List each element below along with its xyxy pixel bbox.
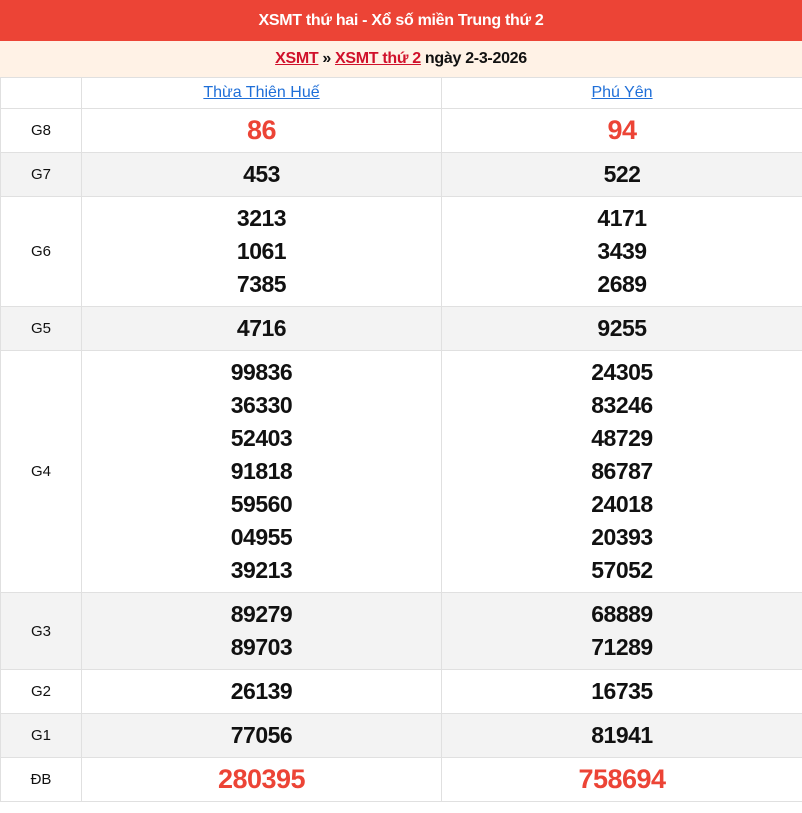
prize-number: 24018 xyxy=(591,491,653,517)
prize-number: 99836 xyxy=(230,359,293,385)
province-header-row: Thừa Thiên Huế Phú Yên xyxy=(0,77,802,109)
prize-number: 453 xyxy=(243,161,280,187)
prize-number: 86 xyxy=(246,115,277,145)
breadcrumb-link-xsmt-thu-2[interactable]: XSMT thứ 2 xyxy=(334,50,421,67)
prize-number: 7385 xyxy=(236,271,287,297)
prize-label: G3 xyxy=(0,592,82,670)
prize-row-g7: G7 453 522 xyxy=(0,152,802,197)
prize-cell: 453 xyxy=(81,152,442,197)
prize-number: 3213 xyxy=(236,205,287,231)
prize-cell: 68889 71289 xyxy=(441,592,802,670)
prize-row-đb: ĐB 280395 758694 xyxy=(0,757,802,802)
prize-number: 36330 xyxy=(230,392,293,418)
prize-row-g2: G2 26139 16735 xyxy=(0,669,802,714)
prize-number: 522 xyxy=(603,161,641,187)
prize-number: 24305 xyxy=(591,359,653,385)
breadcrumb-separator: » xyxy=(322,50,331,67)
prize-cell: 77056 xyxy=(81,713,442,758)
prize-row-g3: G3 89279 89703 68889 71289 xyxy=(0,592,802,670)
prize-cell: 4716 xyxy=(81,306,442,351)
prize-number: 9255 xyxy=(597,315,647,341)
prize-number: 52403 xyxy=(230,425,293,451)
prize-cell: 86 xyxy=(81,108,442,153)
province-cell: Thừa Thiên Huế xyxy=(81,77,442,109)
prize-number: 81941 xyxy=(591,722,653,748)
breadcrumb: XSMT » XSMT thứ 2 ngày 2-3-2026 xyxy=(0,41,802,77)
prize-number: 94 xyxy=(607,115,637,145)
prize-cell: 522 xyxy=(441,152,802,197)
prize-number: 83246 xyxy=(591,392,653,418)
prize-label: ĐB xyxy=(0,757,82,802)
prize-number: 57052 xyxy=(591,557,653,583)
prize-number: 280395 xyxy=(217,764,306,794)
prize-number: 04955 xyxy=(230,524,293,550)
breadcrumb-date: ngày 2-3-2026 xyxy=(424,50,527,67)
prize-number: 20393 xyxy=(591,524,653,550)
prize-number: 91818 xyxy=(230,458,293,484)
prize-cell: 99836 36330 52403 91818 59560 04955 39213 xyxy=(81,350,442,593)
prize-cell: 94 xyxy=(441,108,802,153)
prize-number: 68889 xyxy=(591,601,653,627)
prize-cell: 16735 xyxy=(441,669,802,714)
prize-row-g1: G1 77056 81941 xyxy=(0,713,802,758)
results-table: Thừa Thiên Huế Phú Yên G8 86 94 G7 453 522 G6 3… xyxy=(0,77,802,802)
prize-number: 26139 xyxy=(230,678,293,704)
prize-number: 3439 xyxy=(597,238,647,264)
prize-number: 758694 xyxy=(578,764,666,794)
prize-row-g6: G6 3213 1061 7385 4171 3439 2689 xyxy=(0,196,802,307)
prize-number: 4716 xyxy=(236,315,287,341)
prize-label: G6 xyxy=(0,196,82,307)
page-title: XSMT thứ hai - Xổ số miền Trung thứ 2 xyxy=(0,0,802,41)
prize-number: 71289 xyxy=(591,634,653,660)
prize-number: 89279 xyxy=(230,601,293,627)
empty-cell xyxy=(0,77,82,109)
prize-cell: 26139 xyxy=(81,669,442,714)
prize-number: 16735 xyxy=(591,678,653,704)
prize-row-g5: G5 4716 9255 xyxy=(0,306,802,351)
prize-cell: 89279 89703 xyxy=(81,592,442,670)
prize-number: 89703 xyxy=(230,634,293,660)
prize-number: 48729 xyxy=(591,425,653,451)
prize-row-g8: G8 86 94 xyxy=(0,108,802,153)
prize-label: G5 xyxy=(0,306,82,351)
prize-number: 2689 xyxy=(597,271,647,297)
breadcrumb-link-xsmt[interactable]: XSMT xyxy=(275,50,319,67)
prize-label: G4 xyxy=(0,350,82,593)
prize-cell: 758694 xyxy=(441,757,802,802)
prize-cell: 81941 xyxy=(441,713,802,758)
prize-cell: 4171 3439 2689 xyxy=(441,196,802,307)
prize-cell: 9255 xyxy=(441,306,802,351)
province-link[interactable]: Thừa Thiên Huế xyxy=(203,84,320,101)
province-link[interactable]: Phú Yên xyxy=(591,84,653,101)
prize-number: 39213 xyxy=(230,557,293,583)
prize-row-g4: G4 99836 36330 52403 91818 59560 04955 39213 243… xyxy=(0,350,802,593)
prize-number: 1061 xyxy=(236,238,287,264)
prize-number: 77056 xyxy=(230,722,293,748)
prize-cell: 3213 1061 7385 xyxy=(81,196,442,307)
province-cell: Phú Yên xyxy=(441,77,802,109)
prize-label: G8 xyxy=(0,108,82,153)
prize-label: G1 xyxy=(0,713,82,758)
prize-label: G7 xyxy=(0,152,82,197)
prize-number: 59560 xyxy=(230,491,293,517)
prize-label: G2 xyxy=(0,669,82,714)
prize-number: 4171 xyxy=(597,205,647,231)
prize-cell: 280395 xyxy=(81,757,442,802)
prize-cell: 24305 83246 48729 86787 24018 20393 57052 xyxy=(441,350,802,593)
prize-number: 86787 xyxy=(591,458,653,484)
